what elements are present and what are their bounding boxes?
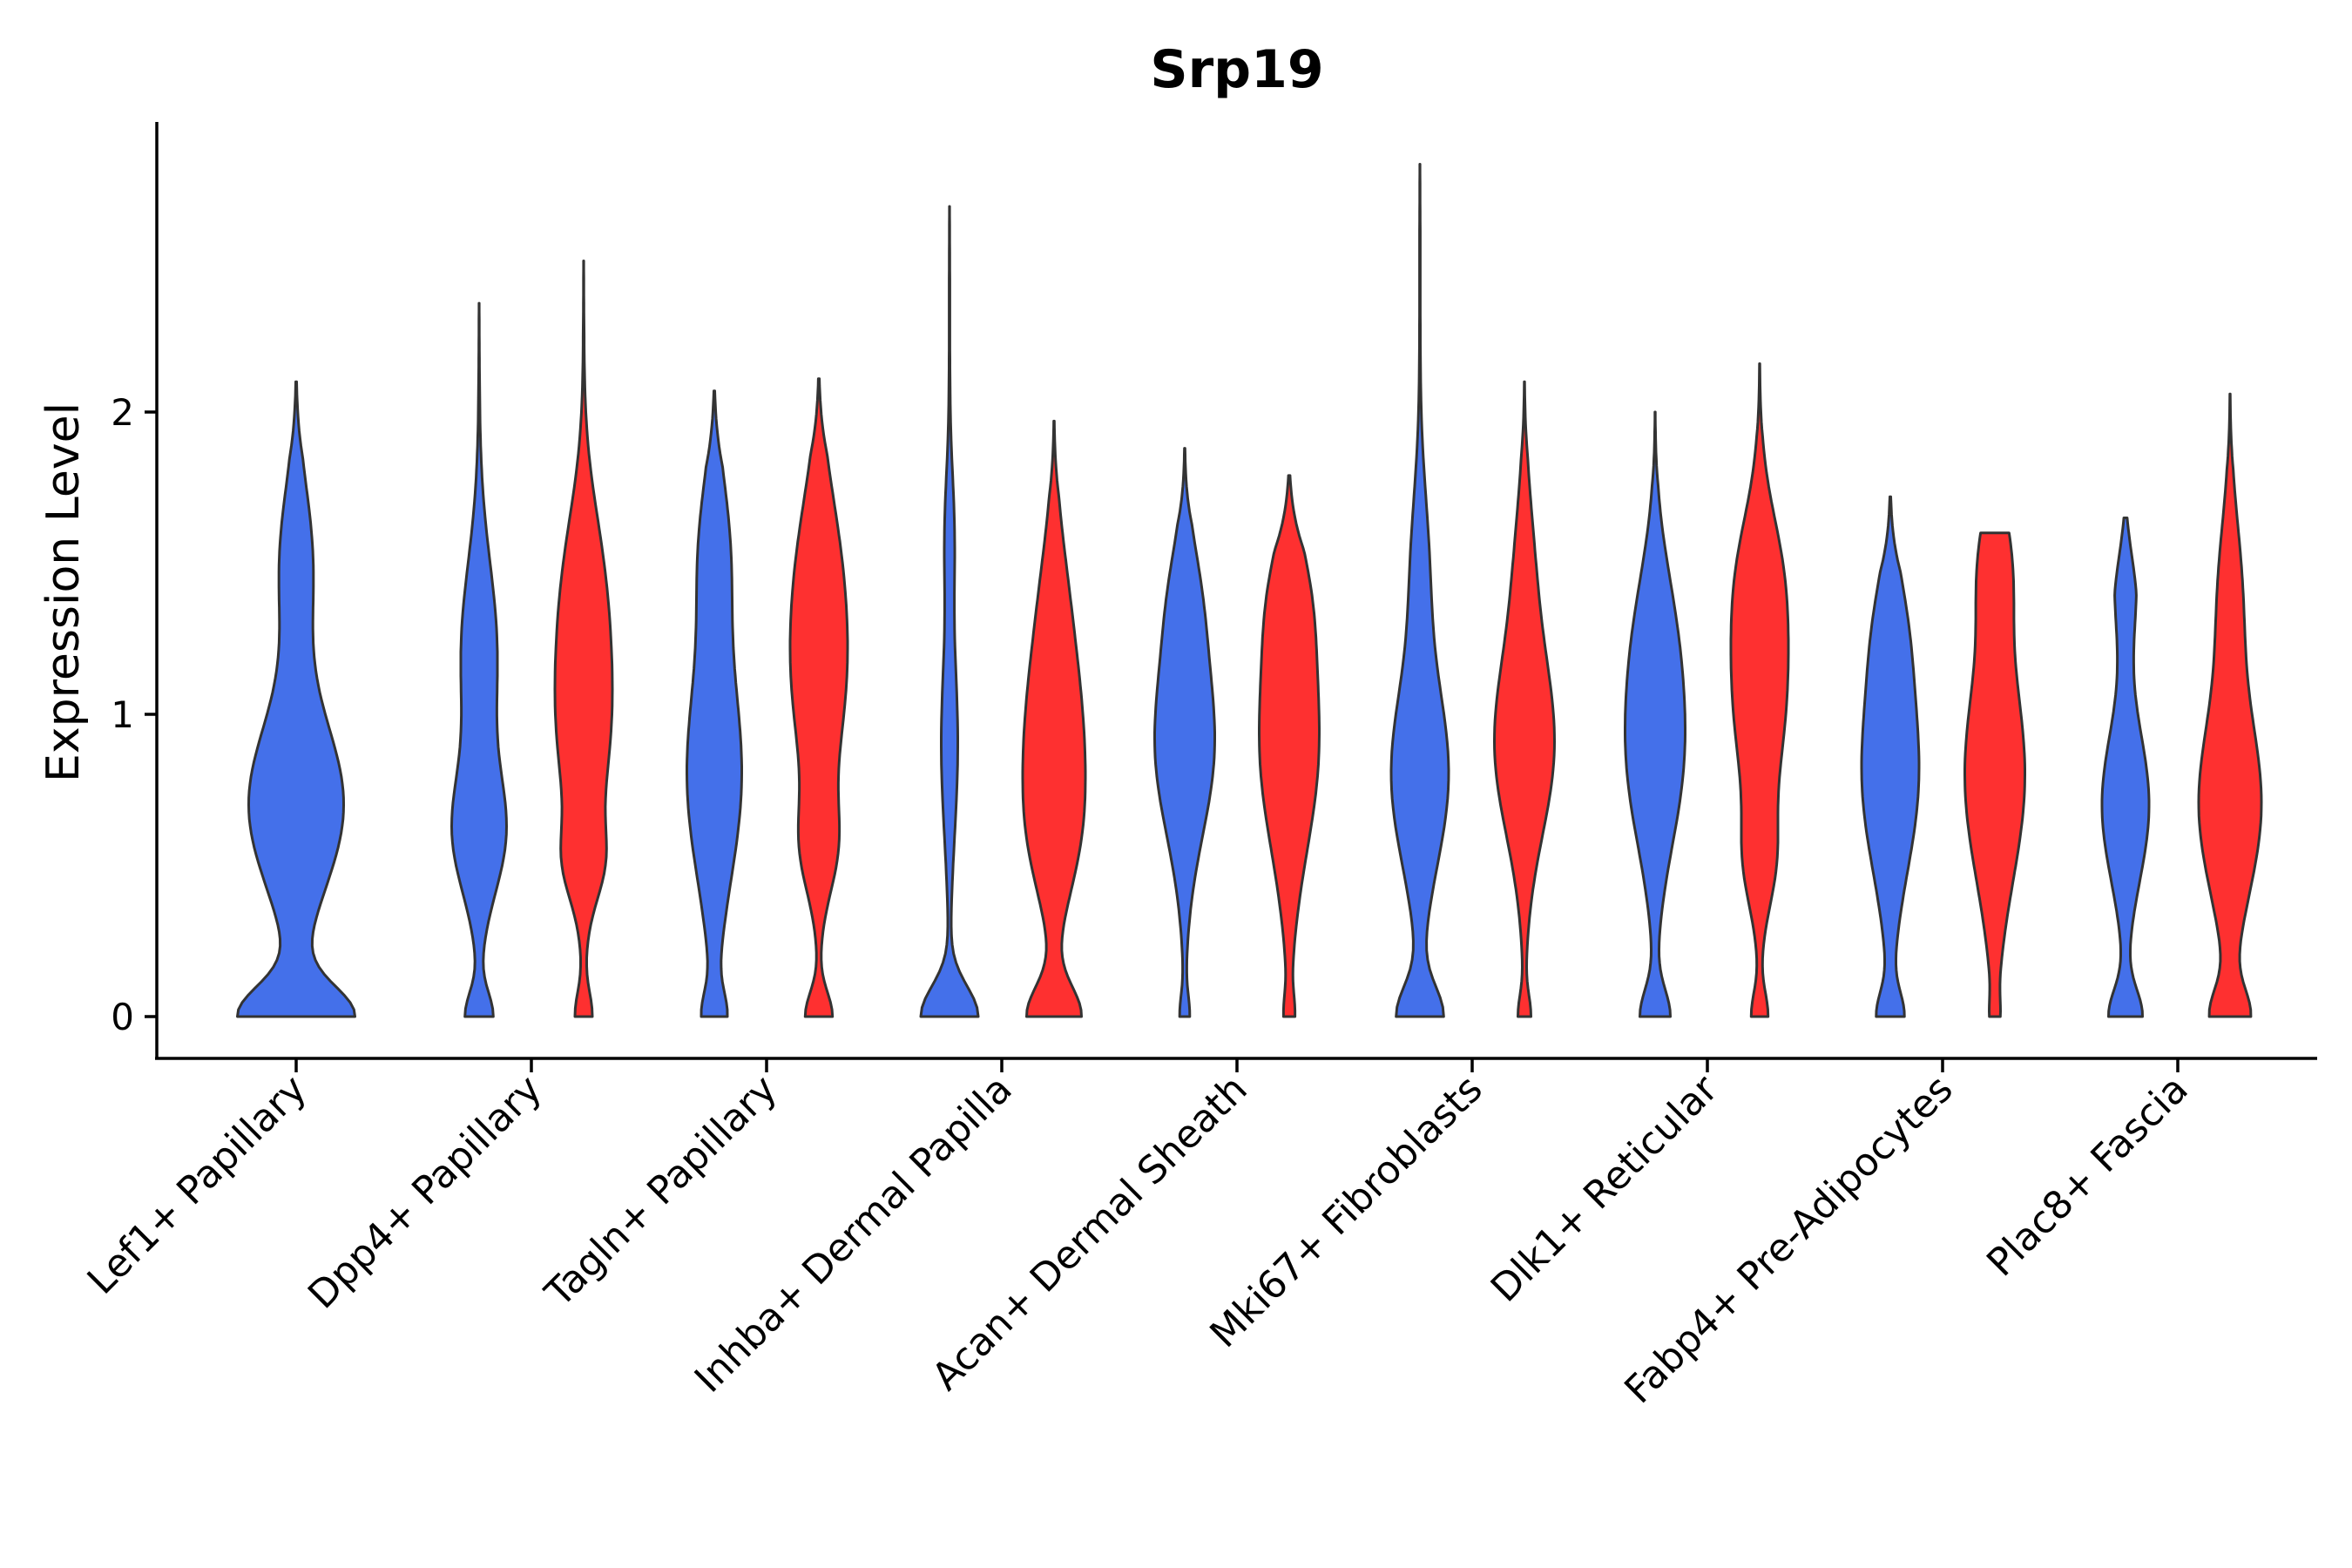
violin-blue-7 bbox=[1860, 495, 1921, 1018]
y-tick-label-1: 1 bbox=[111, 693, 134, 736]
y-ticks: 0 1 2 bbox=[111, 391, 157, 1038]
x-tick-label-5: Mki67+ Fibroblasts bbox=[1201, 1067, 1490, 1356]
violin-red-6 bbox=[1729, 362, 1790, 1018]
violin-blue-1 bbox=[450, 301, 508, 1018]
x-tick-label-6: Dlk1+ Reticular bbox=[1483, 1066, 1727, 1311]
violin-blue-2 bbox=[686, 389, 743, 1018]
violin-red-1 bbox=[553, 260, 614, 1018]
x-tick-label-0: Lef1+ Papillary bbox=[79, 1067, 315, 1303]
violin-blue-8 bbox=[2100, 517, 2151, 1018]
violin-blue-5 bbox=[1389, 163, 1450, 1018]
violin-blue-6 bbox=[1624, 410, 1686, 1018]
violin-plots bbox=[236, 163, 2263, 1018]
violin-blue-0 bbox=[236, 380, 356, 1018]
violin-red-8 bbox=[2197, 392, 2263, 1018]
violin-red-2 bbox=[788, 377, 849, 1018]
y-axis-label: Expression Level bbox=[37, 402, 90, 782]
violin-red-3 bbox=[1021, 419, 1087, 1018]
violin-red-7 bbox=[1963, 531, 2026, 1018]
x-tick-label-2: Tagln+ Papillary bbox=[537, 1067, 786, 1316]
chart-title: Srp19 bbox=[1150, 39, 1323, 100]
x-tick-label-8: Plac8+ Fascia bbox=[1978, 1067, 2197, 1286]
violin-blue-4 bbox=[1153, 447, 1216, 1018]
violin-blue-3 bbox=[919, 205, 980, 1018]
x-tick-label-1: Dpp4+ Papillary bbox=[300, 1067, 551, 1318]
y-tick-label-2: 2 bbox=[111, 391, 134, 434]
violin-red-5 bbox=[1493, 380, 1556, 1018]
y-tick-label-0: 0 bbox=[111, 996, 134, 1038]
violin-red-4 bbox=[1258, 474, 1321, 1018]
